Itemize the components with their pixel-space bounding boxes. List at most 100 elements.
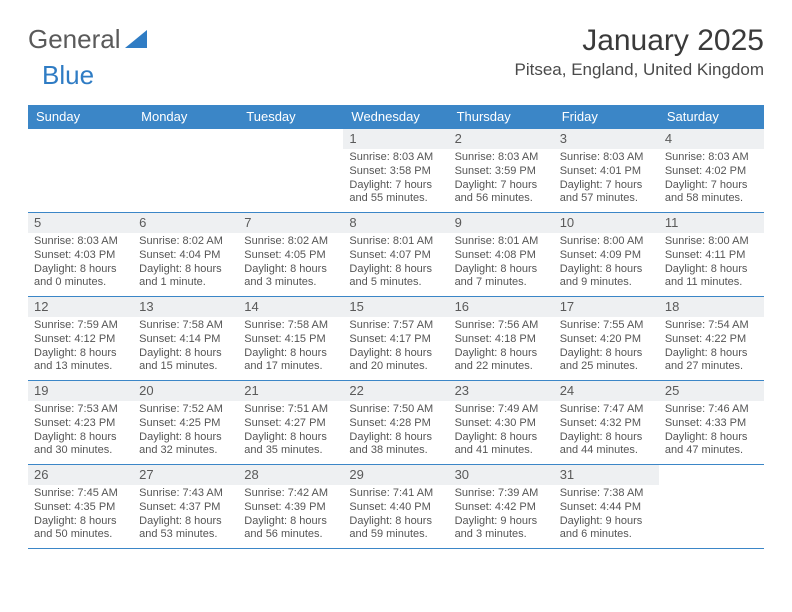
day-info-line: Daylight: 7 hours (349, 179, 442, 193)
week-row: 1Sunrise: 8:03 AMSunset: 3:58 PMDaylight… (28, 129, 764, 213)
day-cell: 30Sunrise: 7:39 AMSunset: 4:42 PMDayligh… (449, 465, 554, 548)
day-info: Sunrise: 7:46 AMSunset: 4:33 PMDaylight:… (665, 403, 758, 458)
brand-logo: General (28, 24, 149, 55)
day-info-line: Sunset: 4:28 PM (349, 417, 442, 431)
day-info-line: Sunrise: 7:56 AM (455, 319, 548, 333)
day-number: 29 (343, 465, 448, 485)
day-info-line: Sunset: 4:44 PM (560, 501, 653, 515)
dayhead-sat: Saturday (659, 105, 764, 129)
day-number: 15 (343, 297, 448, 317)
day-info-line: Sunrise: 7:52 AM (139, 403, 232, 417)
day-info-line: and 58 minutes. (665, 192, 758, 206)
day-info-line: Sunset: 4:01 PM (560, 165, 653, 179)
dayhead-sun: Sunday (28, 105, 133, 129)
day-info-line: Sunset: 4:40 PM (349, 501, 442, 515)
day-info-line: and 55 minutes. (349, 192, 442, 206)
empty-cell (133, 129, 238, 212)
day-number: 1 (343, 129, 448, 149)
day-cell: 17Sunrise: 7:55 AMSunset: 4:20 PMDayligh… (554, 297, 659, 380)
day-info-line: Daylight: 8 hours (455, 431, 548, 445)
day-info-line: Daylight: 8 hours (139, 263, 232, 277)
day-info-line: and 9 minutes. (560, 276, 653, 290)
day-info-line: Sunset: 4:07 PM (349, 249, 442, 263)
day-info-line: Sunrise: 7:47 AM (560, 403, 653, 417)
day-info-line: Daylight: 8 hours (560, 263, 653, 277)
day-info: Sunrise: 8:03 AMSunset: 4:03 PMDaylight:… (34, 235, 127, 290)
day-cell: 8Sunrise: 8:01 AMSunset: 4:07 PMDaylight… (343, 213, 448, 296)
day-number: 13 (133, 297, 238, 317)
day-cell: 22Sunrise: 7:50 AMSunset: 4:28 PMDayligh… (343, 381, 448, 464)
day-info-line: and 3 minutes. (244, 276, 337, 290)
brand-word1: General (28, 24, 121, 55)
day-info: Sunrise: 7:43 AMSunset: 4:37 PMDaylight:… (139, 487, 232, 542)
day-info-line: Sunrise: 7:58 AM (244, 319, 337, 333)
day-info: Sunrise: 8:03 AMSunset: 3:58 PMDaylight:… (349, 151, 442, 206)
day-number: 17 (554, 297, 659, 317)
day-number: 4 (659, 129, 764, 149)
day-info-line: and 22 minutes. (455, 360, 548, 374)
day-info-line: Sunrise: 7:43 AM (139, 487, 232, 501)
day-info-line: Daylight: 8 hours (244, 431, 337, 445)
day-info: Sunrise: 7:42 AMSunset: 4:39 PMDaylight:… (244, 487, 337, 542)
day-cell: 29Sunrise: 7:41 AMSunset: 4:40 PMDayligh… (343, 465, 448, 548)
day-number: 25 (659, 381, 764, 401)
day-info: Sunrise: 7:53 AMSunset: 4:23 PMDaylight:… (34, 403, 127, 458)
day-info: Sunrise: 7:59 AMSunset: 4:12 PMDaylight:… (34, 319, 127, 374)
day-cell: 5Sunrise: 8:03 AMSunset: 4:03 PMDaylight… (28, 213, 133, 296)
week-row: 19Sunrise: 7:53 AMSunset: 4:23 PMDayligh… (28, 381, 764, 465)
empty-cell (28, 129, 133, 212)
day-info-line: and 41 minutes. (455, 444, 548, 458)
day-cell: 24Sunrise: 7:47 AMSunset: 4:32 PMDayligh… (554, 381, 659, 464)
day-info: Sunrise: 7:55 AMSunset: 4:20 PMDaylight:… (560, 319, 653, 374)
calendar: Sunday Monday Tuesday Wednesday Thursday… (28, 105, 764, 549)
day-info-line: Daylight: 8 hours (139, 347, 232, 361)
day-info-line: and 5 minutes. (349, 276, 442, 290)
day-info-line: Daylight: 8 hours (34, 515, 127, 529)
day-info-line: Sunrise: 7:46 AM (665, 403, 758, 417)
dayhead-tue: Tuesday (238, 105, 343, 129)
location-text: Pitsea, England, United Kingdom (515, 60, 765, 80)
day-cell: 23Sunrise: 7:49 AMSunset: 4:30 PMDayligh… (449, 381, 554, 464)
day-number: 20 (133, 381, 238, 401)
weeks-container: 1Sunrise: 8:03 AMSunset: 3:58 PMDaylight… (28, 129, 764, 549)
day-info-line: Daylight: 8 hours (34, 263, 127, 277)
day-info: Sunrise: 7:41 AMSunset: 4:40 PMDaylight:… (349, 487, 442, 542)
brand-word2: Blue (42, 60, 94, 90)
day-info-line: and 25 minutes. (560, 360, 653, 374)
day-info-line: Sunset: 3:58 PM (349, 165, 442, 179)
day-info-line: Sunset: 4:12 PM (34, 333, 127, 347)
day-number: 10 (554, 213, 659, 233)
day-info-line: Sunset: 4:17 PM (349, 333, 442, 347)
day-info-line: Sunrise: 7:45 AM (34, 487, 127, 501)
day-info-line: Daylight: 8 hours (244, 263, 337, 277)
day-info-line: Sunrise: 8:03 AM (560, 151, 653, 165)
day-info-line: Daylight: 7 hours (560, 179, 653, 193)
day-info-line: and 1 minute. (139, 276, 232, 290)
day-info-line: Sunrise: 7:39 AM (455, 487, 548, 501)
day-info-line: Daylight: 7 hours (455, 179, 548, 193)
day-info: Sunrise: 8:03 AMSunset: 4:02 PMDaylight:… (665, 151, 758, 206)
day-info-line: Sunrise: 8:01 AM (349, 235, 442, 249)
day-info-line: Daylight: 8 hours (34, 347, 127, 361)
day-info-line: Sunrise: 8:01 AM (455, 235, 548, 249)
day-info-line: Sunrise: 8:03 AM (665, 151, 758, 165)
day-info-line: Sunset: 4:09 PM (560, 249, 653, 263)
empty-cell (238, 129, 343, 212)
day-info-line: Sunset: 4:05 PM (244, 249, 337, 263)
day-info-line: Sunset: 4:25 PM (139, 417, 232, 431)
day-info-line: Sunrise: 8:03 AM (455, 151, 548, 165)
day-cell: 6Sunrise: 8:02 AMSunset: 4:04 PMDaylight… (133, 213, 238, 296)
day-number: 26 (28, 465, 133, 485)
day-info-line: Daylight: 8 hours (244, 515, 337, 529)
day-info-line: Sunset: 4:14 PM (139, 333, 232, 347)
day-info-line: Sunrise: 7:51 AM (244, 403, 337, 417)
day-header-row: Sunday Monday Tuesday Wednesday Thursday… (28, 105, 764, 129)
day-info-line: Sunrise: 7:42 AM (244, 487, 337, 501)
day-cell: 27Sunrise: 7:43 AMSunset: 4:37 PMDayligh… (133, 465, 238, 548)
day-info-line: Sunset: 4:37 PM (139, 501, 232, 515)
day-info-line: Sunrise: 7:50 AM (349, 403, 442, 417)
day-cell: 14Sunrise: 7:58 AMSunset: 4:15 PMDayligh… (238, 297, 343, 380)
day-info: Sunrise: 7:56 AMSunset: 4:18 PMDaylight:… (455, 319, 548, 374)
day-number: 24 (554, 381, 659, 401)
day-info-line: and 3 minutes. (455, 528, 548, 542)
